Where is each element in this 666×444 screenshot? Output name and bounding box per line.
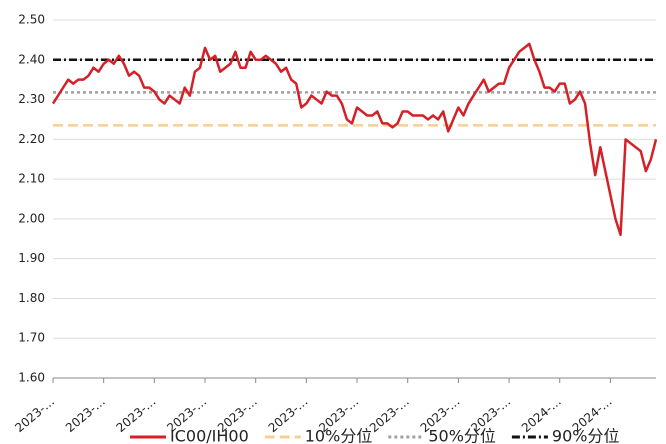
line-series (51, 42, 658, 237)
legend-label: 10%分位 (305, 427, 373, 444)
legend-label: 90%分位 (552, 427, 620, 444)
y-tick-label: 1.60 (18, 371, 45, 385)
y-tick-label: 2.20 (18, 132, 45, 146)
y-tick-label: 2.30 (18, 92, 45, 106)
y-tick-label: 2.50 (18, 13, 45, 27)
y-tick-label: 2.40 (18, 52, 45, 66)
y-tick-label: 1.80 (18, 291, 45, 305)
x-tick-label: 2023-… (367, 394, 412, 435)
y-tick-label: 1.70 (18, 331, 45, 345)
y-tick-label: 1.90 (18, 251, 45, 265)
x-tick-label: 2023-… (114, 394, 159, 435)
legend-label: 50%分位 (428, 427, 496, 444)
y-tick-label: 2.00 (18, 211, 45, 225)
x-tick-label: 2023-… (63, 394, 108, 435)
x-tick-label: 2023-… (12, 394, 57, 435)
y-tick-label: 2.10 (18, 172, 45, 186)
legend-label: IC00/IH00 (170, 427, 249, 444)
